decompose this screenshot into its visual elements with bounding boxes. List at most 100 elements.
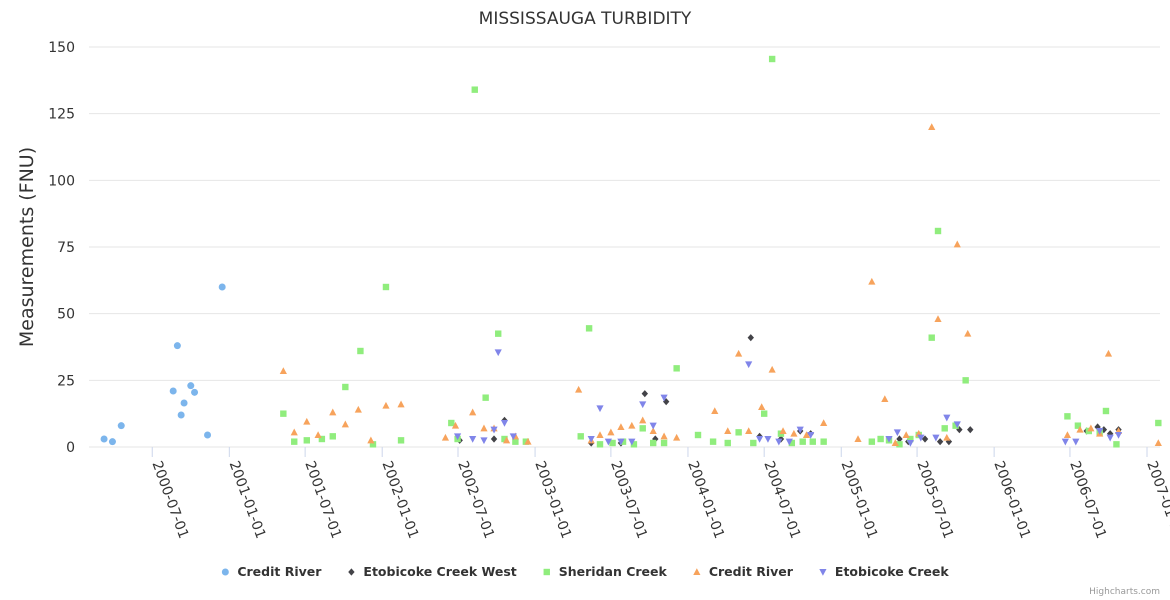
data-point[interactable] — [760, 410, 768, 417]
data-point[interactable] — [341, 420, 349, 428]
data-point[interactable] — [397, 400, 405, 408]
data-point[interactable] — [204, 431, 212, 439]
data-point[interactable] — [367, 436, 375, 444]
data-point[interactable] — [768, 55, 776, 63]
data-point[interactable] — [173, 342, 181, 350]
data-point[interactable] — [639, 401, 647, 409]
data-point[interactable] — [117, 422, 125, 430]
data-point[interactable] — [1104, 349, 1113, 357]
data-point[interactable] — [936, 438, 944, 446]
legend-item[interactable]: Credit River — [693, 564, 794, 579]
data-point[interactable] — [628, 421, 636, 429]
data-point[interactable] — [1064, 413, 1071, 420]
data-point[interactable] — [802, 431, 811, 438]
data-point[interactable] — [641, 390, 649, 398]
data-point[interactable] — [469, 408, 477, 416]
data-point[interactable] — [943, 414, 951, 422]
data-point[interactable] — [902, 431, 910, 438]
data-point[interactable] — [512, 438, 519, 445]
data-point[interactable] — [820, 419, 828, 426]
data-point[interactable] — [639, 416, 647, 424]
data-point[interactable] — [758, 403, 766, 410]
data-point[interactable] — [820, 438, 827, 445]
data-point[interactable] — [369, 441, 377, 448]
data-point[interactable] — [1087, 424, 1095, 432]
data-point[interactable] — [964, 329, 972, 337]
data-point[interactable] — [711, 407, 719, 414]
data-point[interactable] — [617, 423, 625, 430]
data-point[interactable] — [934, 315, 942, 322]
data-point[interactable] — [619, 438, 627, 445]
data-point[interactable] — [451, 421, 460, 429]
data-point[interactable] — [495, 330, 502, 337]
data-point[interactable] — [662, 398, 670, 406]
data-point[interactable] — [191, 388, 199, 396]
data-point[interactable] — [790, 429, 798, 437]
data-point[interactable] — [587, 436, 595, 443]
data-point[interactable] — [724, 439, 731, 447]
data-point[interactable] — [604, 438, 612, 446]
legend-item[interactable]: Credit River — [221, 564, 322, 579]
data-point[interactable] — [490, 435, 498, 443]
data-point[interactable] — [490, 426, 498, 434]
data-point[interactable] — [868, 277, 876, 285]
data-point[interactable] — [100, 435, 108, 443]
data-point[interactable] — [885, 436, 893, 443]
data-point[interactable] — [673, 365, 680, 372]
data-point[interactable] — [896, 441, 903, 448]
data-point[interactable] — [575, 385, 583, 393]
data-point[interactable] — [639, 425, 646, 432]
data-point[interactable] — [953, 421, 961, 429]
data-point[interactable] — [735, 349, 743, 357]
data-point[interactable] — [177, 411, 185, 419]
data-point[interactable] — [660, 439, 668, 447]
data-point[interactable] — [1154, 439, 1162, 446]
data-point[interactable] — [953, 240, 961, 248]
legend-symbol[interactable] — [221, 568, 229, 576]
data-point[interactable] — [342, 383, 349, 391]
data-point[interactable] — [649, 427, 657, 434]
data-point[interactable] — [480, 437, 488, 445]
data-point[interactable] — [941, 425, 948, 432]
data-point[interactable] — [724, 427, 732, 434]
data-point[interactable] — [480, 424, 488, 432]
data-point[interactable] — [596, 441, 604, 448]
data-point[interactable] — [524, 437, 532, 445]
data-point[interactable] — [291, 438, 298, 445]
data-point[interactable] — [745, 361, 753, 369]
data-point[interactable] — [660, 394, 668, 402]
data-point[interactable] — [617, 438, 625, 446]
data-point[interactable] — [596, 431, 604, 438]
data-point[interactable] — [303, 417, 311, 425]
data-point[interactable] — [354, 405, 362, 413]
data-point[interactable] — [314, 431, 322, 438]
data-point[interactable] — [1113, 441, 1120, 448]
data-point[interactable] — [809, 438, 816, 445]
data-point[interactable] — [952, 422, 959, 429]
credits-link[interactable]: Highcharts.com — [1089, 587, 1160, 597]
data-point[interactable] — [896, 435, 903, 443]
data-point[interactable] — [471, 86, 478, 93]
legend-symbol[interactable] — [543, 568, 550, 576]
data-point[interactable] — [1076, 425, 1084, 433]
data-point[interactable] — [932, 434, 940, 442]
data-point[interactable] — [779, 427, 787, 434]
data-point[interactable] — [585, 325, 593, 332]
data-point[interactable] — [382, 401, 390, 409]
data-point[interactable] — [609, 439, 616, 447]
data-point[interactable] — [788, 439, 796, 447]
data-point[interactable] — [967, 426, 974, 434]
legend-symbol[interactable] — [693, 568, 701, 575]
data-point[interactable] — [1063, 431, 1072, 438]
data-point[interactable] — [764, 436, 772, 443]
data-point[interactable] — [628, 438, 636, 446]
data-point[interactable] — [607, 428, 615, 436]
data-point[interactable] — [469, 436, 477, 443]
data-point[interactable] — [934, 227, 942, 235]
data-point[interactable] — [453, 433, 462, 441]
legend-item[interactable]: Etobicoke Creek — [819, 564, 949, 579]
data-point[interactable] — [807, 432, 815, 439]
data-point[interactable] — [881, 395, 889, 402]
data-point[interactable] — [1114, 432, 1123, 439]
data-point[interactable] — [796, 426, 804, 434]
